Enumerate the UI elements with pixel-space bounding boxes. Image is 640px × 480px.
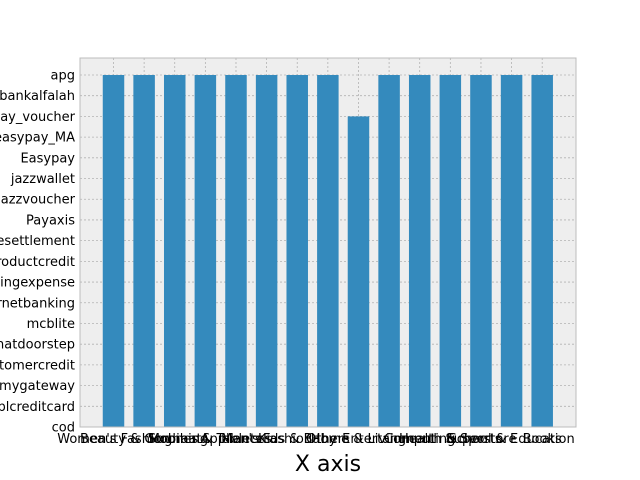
y-tick-label: jazzvoucher bbox=[0, 193, 76, 208]
x-tick-label: Women's Fashion bbox=[57, 432, 170, 447]
bar bbox=[102, 75, 125, 427]
x-tick-label: Home & Living bbox=[311, 432, 406, 447]
bar bbox=[378, 75, 400, 427]
y-tick-label: Payaxis bbox=[26, 213, 75, 228]
bar bbox=[408, 75, 431, 427]
x-tick-label: Beauty & Grooming bbox=[80, 432, 208, 447]
y-tick-label: customercredit bbox=[0, 358, 75, 373]
x-tick-label: Others bbox=[306, 432, 350, 447]
plot-frame bbox=[79, 57, 577, 428]
bar bbox=[531, 75, 553, 427]
bar bbox=[163, 75, 186, 427]
x-tick-label: Men's Fashion bbox=[221, 432, 312, 447]
x-tick-label: School & Education bbox=[448, 432, 574, 447]
y-tick-label: easypay_voucher bbox=[0, 110, 76, 125]
x-tick-label: Entertainment bbox=[342, 432, 436, 447]
y-tick-label: productcredit bbox=[0, 255, 75, 270]
y-tick-label: mygateway bbox=[0, 379, 75, 394]
y-tick-label: ublcreditcard bbox=[0, 400, 75, 415]
x-tick-label: Soghaat bbox=[148, 432, 202, 447]
bar bbox=[225, 75, 247, 427]
bar bbox=[347, 116, 370, 427]
bar bbox=[255, 75, 278, 427]
y-tick-label: mcblite bbox=[27, 317, 75, 332]
y-tick-label: easypay_MA bbox=[0, 131, 75, 146]
y-tick-label: cashatdoorstep bbox=[0, 338, 75, 353]
x-tick-label: Health & Sports bbox=[399, 432, 502, 447]
bar bbox=[194, 75, 217, 427]
x-tick-label: Books bbox=[523, 432, 562, 447]
bar bbox=[439, 75, 462, 427]
y-tick-label: bankalfalah bbox=[0, 89, 75, 104]
y-tick-label: jazzwallet bbox=[10, 172, 75, 187]
bars bbox=[102, 75, 553, 427]
x-tick-label: Kids & Baby bbox=[258, 432, 337, 447]
bar bbox=[286, 75, 308, 427]
x-tick-label: Appliances bbox=[201, 432, 272, 447]
y-tick-label: Easypay bbox=[20, 151, 75, 166]
bar bbox=[317, 75, 339, 427]
x-tick-label: Superstore bbox=[445, 432, 516, 447]
y-tick-labels: cod ublcreditcard mygateway customercredit c… bbox=[0, 69, 76, 436]
y-tick-label: cod bbox=[52, 421, 75, 436]
y-tick-label: financesettlement bbox=[0, 234, 75, 249]
x-axis-title: X axis bbox=[295, 452, 361, 477]
x-tick-label: Mobiles & Tablets bbox=[149, 432, 263, 447]
bar bbox=[500, 75, 523, 427]
y-tick-label: internetbanking bbox=[0, 296, 75, 311]
bar bbox=[470, 75, 492, 427]
x-tick-label: Computing bbox=[384, 432, 455, 447]
y-tick-label: apg bbox=[51, 69, 75, 84]
bar bbox=[133, 75, 155, 427]
y-tick-label: marketingexpense bbox=[0, 276, 75, 291]
